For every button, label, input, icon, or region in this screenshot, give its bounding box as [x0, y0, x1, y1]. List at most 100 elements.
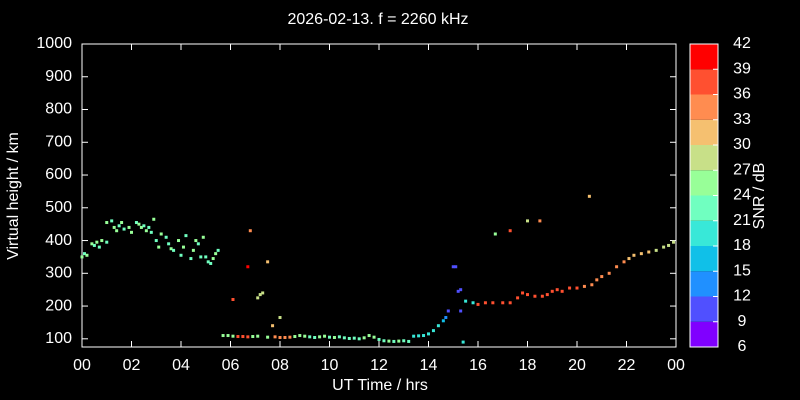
- data-point: [226, 334, 230, 338]
- y-tick-label: 1000: [36, 35, 72, 52]
- data-point: [236, 335, 240, 339]
- data-point: [332, 336, 336, 340]
- colorbar-tick-label: 36: [733, 86, 751, 103]
- data-point: [483, 301, 487, 305]
- x-tick-label: 18: [519, 357, 537, 374]
- data-point: [293, 335, 297, 339]
- colorbar-tick-label: 9: [738, 313, 747, 330]
- data-point: [172, 248, 176, 252]
- data-point: [328, 335, 331, 339]
- data-point: [100, 239, 104, 243]
- data-point: [533, 294, 537, 298]
- data-point: [516, 296, 520, 300]
- y-tick-label: 100: [45, 330, 72, 347]
- data-point: [600, 275, 604, 279]
- colorbar-bin: [690, 44, 718, 70]
- data-point: [595, 278, 599, 282]
- colorbar-bin: [690, 170, 718, 196]
- data-point: [362, 336, 366, 340]
- data-point: [667, 243, 671, 247]
- data-point: [204, 255, 208, 259]
- data-point: [491, 301, 495, 305]
- data-point: [357, 337, 361, 341]
- y-tick-label: 300: [45, 265, 72, 282]
- colorbar-tick-label: 6: [738, 338, 747, 355]
- data-point: [137, 222, 141, 226]
- colorbar-bin: [690, 195, 718, 221]
- colorbar-tick-label: 27: [733, 161, 751, 178]
- data-point: [568, 286, 572, 290]
- data-point: [90, 242, 94, 246]
- x-axis-label: UT Time / hrs: [332, 377, 428, 394]
- data-point: [459, 309, 463, 313]
- data-point: [246, 265, 250, 269]
- data-point: [318, 335, 322, 339]
- data-point: [164, 235, 168, 239]
- data-point: [122, 227, 126, 231]
- data-point: [456, 289, 460, 293]
- data-point: [459, 288, 463, 292]
- data-point: [221, 334, 225, 338]
- y-tick-label: 400: [45, 232, 72, 249]
- data-point: [278, 316, 282, 320]
- data-point: [476, 302, 480, 306]
- data-point: [85, 253, 89, 257]
- x-tick-label: 06: [222, 357, 240, 374]
- data-point: [130, 230, 133, 234]
- data-point: [248, 229, 252, 233]
- x-tick-label: 12: [370, 357, 388, 374]
- data-point: [97, 245, 101, 249]
- data-point: [422, 334, 426, 338]
- x-tick-label: 04: [172, 357, 190, 374]
- data-point: [427, 332, 430, 336]
- data-point: [258, 293, 262, 297]
- data-point: [80, 255, 84, 259]
- data-point: [231, 298, 235, 302]
- data-point: [216, 248, 220, 252]
- data-point: [392, 339, 396, 343]
- data-point: [196, 242, 200, 246]
- data-point: [201, 235, 205, 239]
- data-point: [169, 247, 173, 251]
- data-point: [266, 335, 270, 339]
- y-tick-label: 900: [45, 68, 72, 85]
- data-point: [154, 239, 158, 243]
- data-point: [590, 283, 594, 287]
- colorbar-tick-label: 24: [733, 187, 751, 204]
- data-point: [441, 319, 445, 323]
- data-point: [397, 339, 401, 343]
- data-point: [134, 221, 138, 225]
- data-point: [540, 294, 544, 298]
- data-point: [647, 250, 651, 254]
- data-point: [587, 194, 591, 198]
- data-point: [298, 334, 302, 338]
- data-point: [139, 225, 143, 229]
- data-point: [662, 245, 666, 249]
- data-point: [308, 335, 312, 339]
- data-point: [560, 289, 564, 293]
- data-point: [615, 265, 619, 269]
- data-point: [273, 335, 277, 339]
- data-point: [654, 248, 658, 252]
- data-point: [672, 240, 676, 244]
- data-point: [157, 245, 161, 249]
- x-tick-label: 20: [568, 357, 586, 374]
- colorbar-tick-label: 21: [733, 212, 751, 229]
- y-tick-label: 600: [45, 166, 72, 183]
- colorbar-bin: [690, 69, 718, 95]
- data-point: [117, 224, 121, 228]
- data-point: [152, 217, 156, 221]
- x-tick-label: 00: [73, 357, 91, 374]
- data-point: [184, 234, 188, 238]
- data-point: [367, 334, 371, 338]
- data-point: [288, 335, 292, 339]
- data-point: [142, 224, 146, 228]
- data-point: [206, 260, 210, 264]
- data-point: [446, 309, 450, 313]
- data-point: [526, 219, 529, 223]
- data-point: [191, 248, 195, 252]
- data-point: [607, 271, 611, 275]
- data-point: [231, 334, 235, 338]
- data-point: [407, 339, 411, 343]
